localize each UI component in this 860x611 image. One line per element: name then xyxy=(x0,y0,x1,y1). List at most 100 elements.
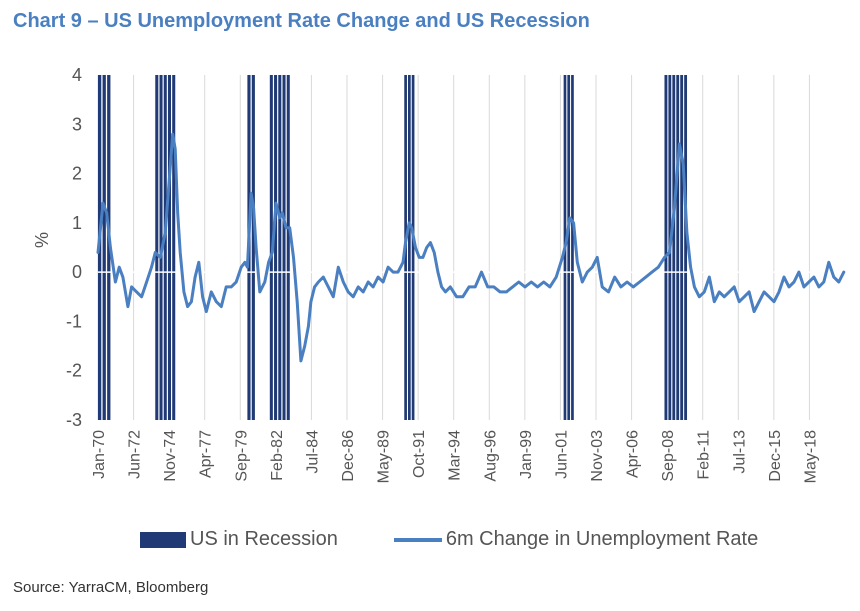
series-point xyxy=(555,276,558,279)
series-point xyxy=(638,281,641,284)
series-point xyxy=(718,290,721,293)
series-point xyxy=(440,285,443,288)
x-tick-label: Oct-91 xyxy=(411,430,428,478)
source-note: Source: YarraCM, Bloomberg xyxy=(13,579,209,596)
series-point xyxy=(802,285,805,288)
series-point xyxy=(313,285,316,288)
series-point xyxy=(258,290,261,293)
x-axis-ticks: Jan-70 Jun-72 Nov-74 Apr-77 Sep-79 Feb-82 Jul-… xyxy=(91,430,819,483)
y-tick-label: 0 xyxy=(72,262,82,282)
series-point xyxy=(392,271,395,274)
series-point xyxy=(581,281,584,284)
series-point xyxy=(174,147,177,150)
series-point xyxy=(568,216,571,219)
series-point xyxy=(150,266,153,269)
series-point xyxy=(837,281,840,284)
series-point xyxy=(130,285,133,288)
series-point xyxy=(738,300,741,303)
series-point xyxy=(505,290,508,293)
series-point xyxy=(682,162,685,165)
series-point xyxy=(632,285,635,288)
series-point xyxy=(201,295,204,298)
series-point xyxy=(807,281,810,284)
series-point xyxy=(414,246,417,249)
series-point xyxy=(337,266,340,269)
series-point xyxy=(524,285,527,288)
series-point xyxy=(626,281,629,284)
series-point xyxy=(352,295,355,298)
series-point xyxy=(817,285,820,288)
series-point xyxy=(135,290,138,293)
x-tick-label: Sep-08 xyxy=(660,430,677,482)
series-point xyxy=(118,266,121,269)
series-point xyxy=(164,231,167,234)
series-point xyxy=(281,212,284,215)
series-point xyxy=(285,226,288,229)
y-axis-label: % xyxy=(32,232,52,248)
series-point xyxy=(186,305,189,308)
series-point xyxy=(468,285,471,288)
series-point xyxy=(449,285,452,288)
series-point xyxy=(733,285,736,288)
series-point xyxy=(197,261,200,264)
series-point xyxy=(408,221,411,224)
series-point xyxy=(517,281,520,284)
series-point xyxy=(561,256,564,259)
series-point xyxy=(145,281,148,284)
series-point xyxy=(240,266,243,269)
series-point xyxy=(176,212,179,215)
y-tick-label: -1 xyxy=(66,311,82,331)
series-point xyxy=(246,266,249,269)
series-point xyxy=(783,276,786,279)
series-point xyxy=(225,285,228,288)
x-tick-label: Nov-03 xyxy=(589,430,606,482)
series-point xyxy=(768,295,771,298)
series-point xyxy=(140,295,143,298)
series-point xyxy=(778,290,781,293)
series-point xyxy=(812,276,815,279)
series-point xyxy=(572,221,575,224)
x-tick-label: May-89 xyxy=(376,430,393,483)
series-point xyxy=(105,212,108,215)
series-point xyxy=(668,251,671,254)
series-point xyxy=(689,266,692,269)
series-point xyxy=(317,281,320,284)
x-tick-label: Feb-11 xyxy=(696,430,713,480)
series-point xyxy=(713,300,716,303)
x-tick-label: Mar-94 xyxy=(447,430,464,481)
series-point xyxy=(322,276,325,279)
series-point xyxy=(397,271,400,274)
series-point xyxy=(576,261,579,264)
series-point xyxy=(410,226,413,229)
series-point xyxy=(591,266,594,269)
series-point xyxy=(171,133,174,136)
x-tick-label: Jan-99 xyxy=(518,430,535,479)
series-point xyxy=(763,290,766,293)
series-point xyxy=(773,300,776,303)
series-point xyxy=(387,266,390,269)
series-point xyxy=(342,281,345,284)
series-point xyxy=(499,290,502,293)
series-point xyxy=(797,271,800,274)
y-tick-label: 2 xyxy=(72,164,82,184)
series-line-unemployment-change xyxy=(96,132,846,363)
series-point xyxy=(404,241,407,244)
series-point xyxy=(586,271,589,274)
series-point xyxy=(673,207,676,210)
x-tick-label: Sep-79 xyxy=(233,430,250,482)
chart-title: Chart 9 – US Unemployment Rate Change an… xyxy=(13,10,590,32)
x-tick-label: Jul-84 xyxy=(304,430,321,474)
recession-bar xyxy=(155,75,176,420)
series-point xyxy=(271,251,274,254)
series-point xyxy=(263,281,266,284)
legend-item-recession: US in Recession xyxy=(140,528,338,551)
series-point xyxy=(255,246,258,249)
series-point xyxy=(474,285,477,288)
series-point xyxy=(230,285,233,288)
series-point xyxy=(822,281,825,284)
series-point xyxy=(299,359,302,362)
x-tick-label: Jan-70 xyxy=(91,430,108,479)
series-point xyxy=(548,285,551,288)
series-point xyxy=(436,271,439,274)
series-point xyxy=(788,285,791,288)
